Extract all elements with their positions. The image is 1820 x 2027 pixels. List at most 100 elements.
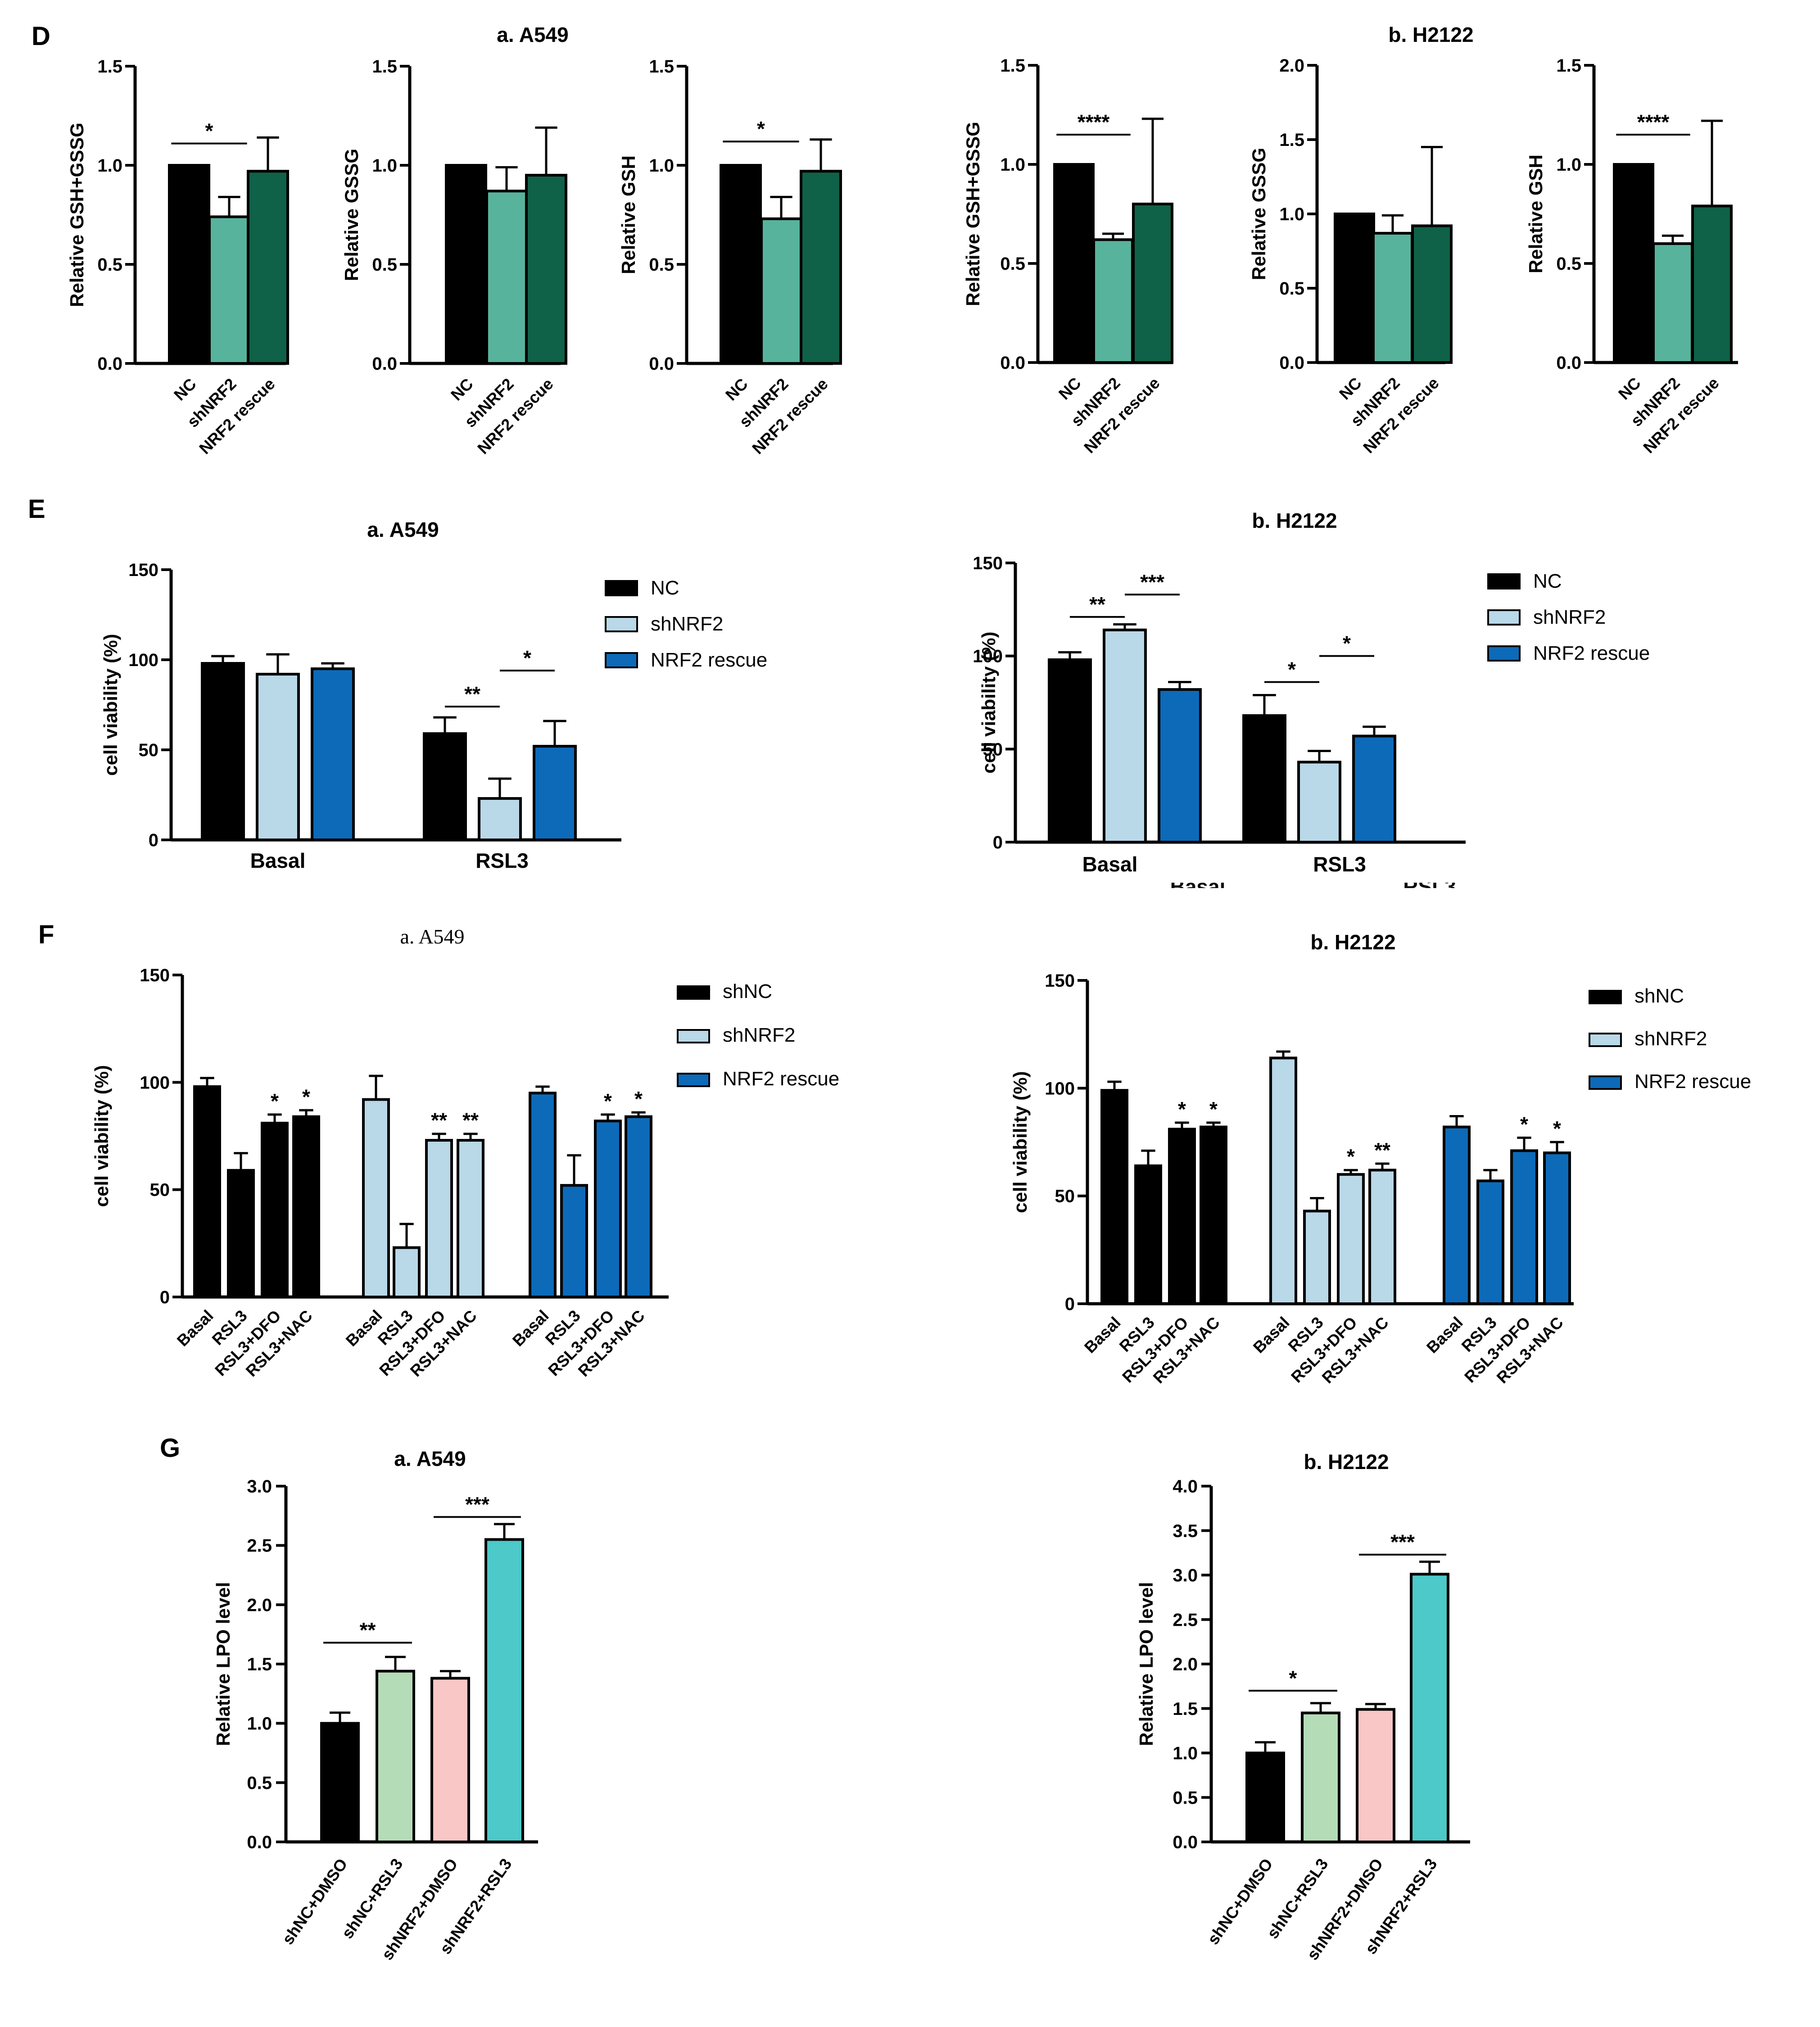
bar	[292, 1115, 320, 1299]
significance-label: *	[205, 119, 213, 143]
y-tick-label: 50	[139, 740, 159, 760]
bar	[261, 1121, 289, 1298]
significance-star: *	[1178, 1097, 1186, 1121]
legend-swatch	[677, 1029, 710, 1043]
bar	[1158, 688, 1202, 843]
legend-swatch	[1589, 990, 1622, 1004]
bar	[1132, 203, 1173, 364]
bar	[1053, 163, 1095, 364]
y-tick-label: 0.5	[1000, 254, 1025, 274]
bar	[1476, 1179, 1504, 1305]
y-tick-label: 100	[140, 1073, 170, 1093]
x-tick-label: NC	[1615, 374, 1644, 404]
significance-label: ****	[1078, 110, 1110, 134]
legend-label: NRF2 rescue	[651, 649, 767, 671]
y-tick-label: 2.5	[1173, 1610, 1198, 1630]
panel-letter-f: F	[38, 920, 54, 949]
y-tick-label: 0.0	[1556, 353, 1581, 373]
bar	[1510, 1149, 1538, 1306]
x-tick-label: NC	[1055, 374, 1085, 404]
bar	[445, 164, 487, 365]
bar	[1356, 1708, 1395, 1844]
significance-star: **	[1374, 1138, 1390, 1162]
significance-label: ***	[465, 1492, 489, 1516]
legend-swatch	[605, 616, 638, 632]
legend-label: NRF2 rescue	[1634, 1070, 1751, 1093]
legend-swatch	[605, 580, 638, 596]
bar	[1411, 224, 1453, 364]
significance-label: *	[1289, 1666, 1297, 1690]
bar	[1134, 1164, 1162, 1305]
y-axis-label: Relative GSH+GSSG	[962, 122, 983, 306]
x-group-label: RSL3	[475, 849, 529, 872]
y-tick-label: 1.5	[1000, 56, 1025, 76]
y-tick-label: 0.0	[372, 354, 397, 374]
legend-swatch	[605, 652, 638, 668]
bar	[376, 1669, 415, 1844]
y-tick-label: 0.5	[97, 255, 122, 275]
x-tick-label: Basal	[509, 1306, 552, 1350]
bar	[1368, 1169, 1396, 1305]
y-axis-label: Relative GSSG	[341, 149, 362, 281]
y-tick-label: 0.0	[97, 354, 122, 374]
bar	[1543, 1151, 1571, 1306]
panel-d-title-a: a. A549	[497, 23, 568, 46]
legend-label: shNRF2	[651, 613, 723, 635]
legend-swatch	[677, 985, 710, 1000]
y-axis-label: Relative GSH	[1525, 154, 1546, 273]
significance-star: *	[1520, 1112, 1528, 1136]
bar	[201, 662, 245, 841]
bar	[1245, 1751, 1285, 1843]
significance-star: *	[271, 1089, 279, 1113]
x-tick-label: Basal	[173, 1306, 217, 1350]
y-tick-label: 0	[149, 830, 158, 850]
legend-label: shNC	[1634, 985, 1684, 1007]
significance-label: **	[464, 682, 480, 706]
bar	[457, 1139, 484, 1299]
panel-letter-g: G	[160, 1433, 180, 1463]
bar	[193, 1085, 221, 1299]
bar	[484, 1538, 524, 1843]
panel-f-title-b: b. H2122	[1310, 930, 1395, 954]
significance-label: *	[1343, 632, 1351, 655]
y-tick-label: 1.0	[1556, 155, 1581, 175]
panel-f-title-a: a. A549	[400, 925, 464, 948]
y-tick-label: 1.5	[1556, 56, 1581, 76]
x-group-label: RSL3	[1313, 853, 1366, 876]
x-tick-label: NC	[170, 375, 200, 404]
legend-label: shNRF2	[1634, 1028, 1707, 1050]
y-tick-label: 1.0	[97, 156, 122, 176]
y-tick-label: 1.0	[1000, 155, 1025, 175]
panel-e-title-a: a. A549	[367, 518, 439, 541]
legend-swatch	[1487, 573, 1521, 590]
legend-swatch	[1487, 645, 1521, 662]
bar	[1352, 735, 1396, 844]
x-tick-label: NC	[722, 375, 752, 404]
y-tick-label: 1.0	[649, 156, 674, 176]
significance-star: *	[302, 1085, 310, 1108]
legend-label: shNRF2	[723, 1024, 795, 1046]
legend-f-a: shNC shNRF2 NRF2 rescue	[677, 980, 839, 1090]
bar	[1242, 714, 1286, 844]
y-axis-label: Relative LPO level	[213, 1582, 234, 1746]
y-tick-label: 0.5	[247, 1773, 272, 1793]
y-tick-label: 0.0	[649, 354, 674, 374]
x-tick-label: NC	[1336, 374, 1365, 404]
significance-star: **	[431, 1109, 447, 1132]
bar	[423, 732, 467, 841]
legend-swatch	[677, 1073, 710, 1087]
legend-label: NRF2 rescue	[1533, 642, 1650, 664]
bar	[256, 673, 300, 841]
bar	[1613, 163, 1654, 364]
significance-label: **	[1089, 593, 1105, 616]
y-tick-label: 0.5	[649, 255, 674, 275]
y-axis-label: Relative GSH+GSSG	[66, 122, 87, 307]
